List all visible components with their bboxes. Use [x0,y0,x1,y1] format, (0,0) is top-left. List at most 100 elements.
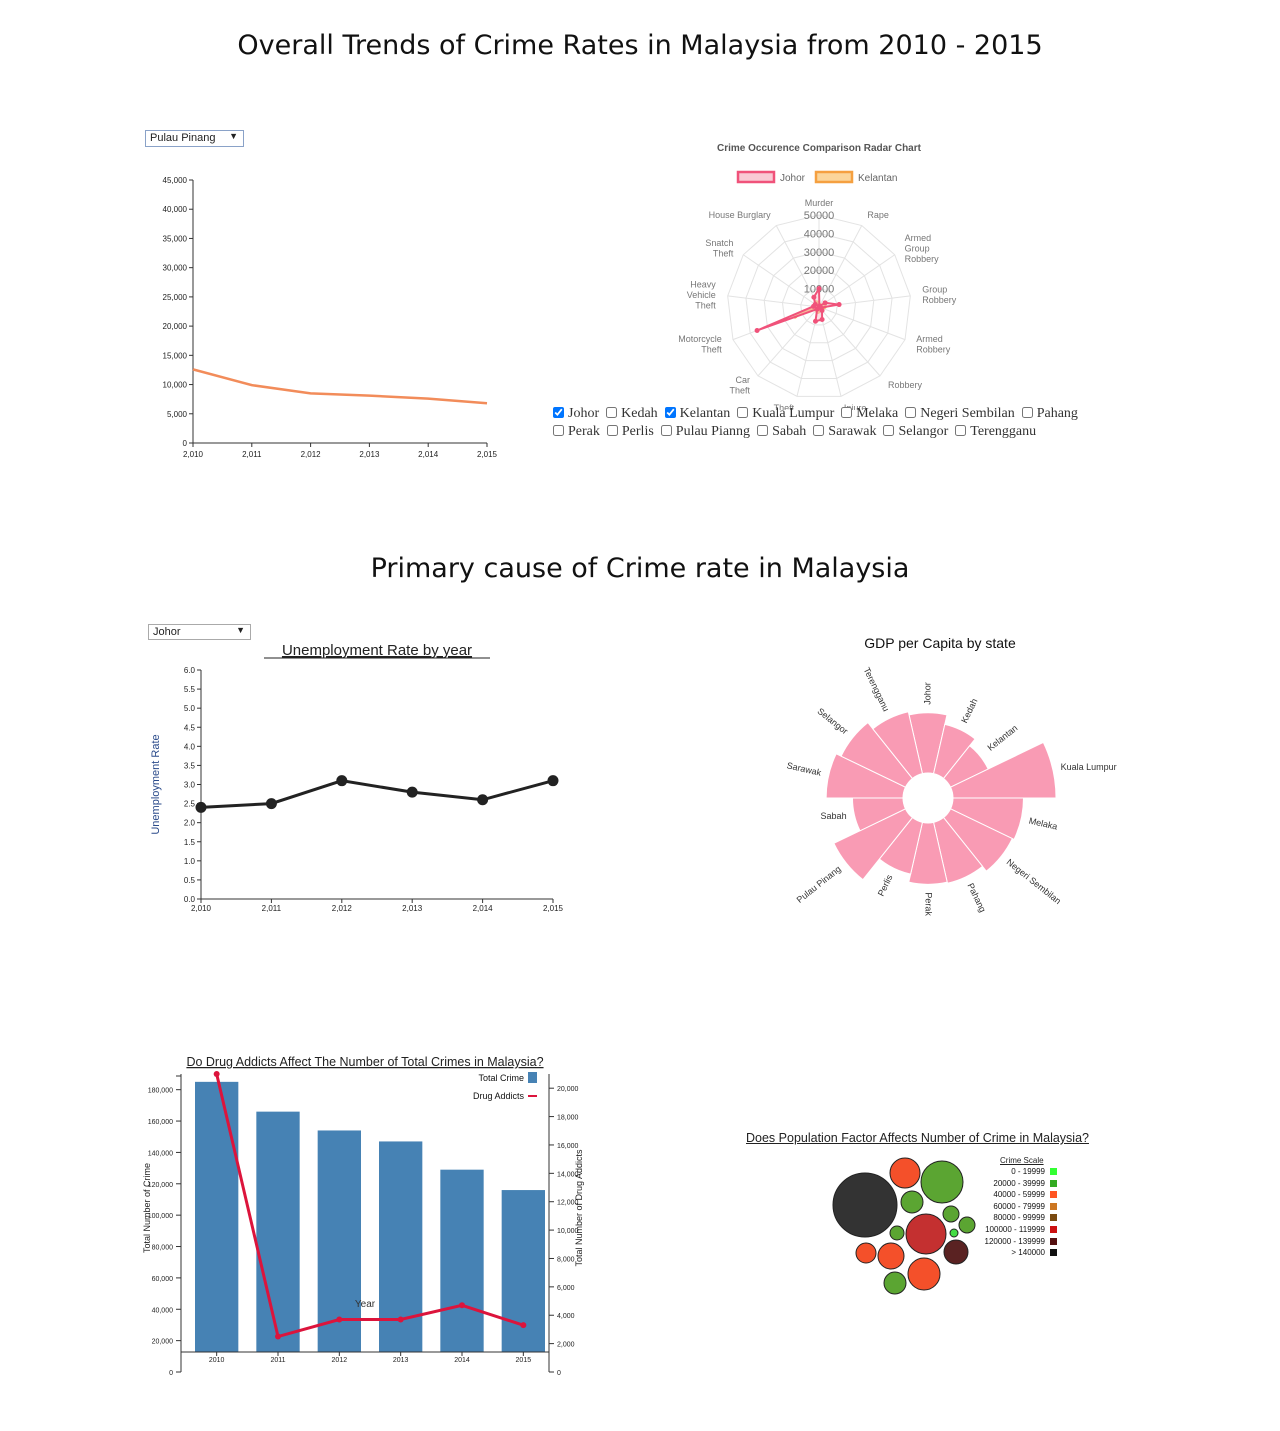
y-tick-label: 180,000 [148,1088,173,1095]
radar-axis-label-line: Heavy [690,279,716,289]
gdp-category-label: Pahang [965,882,987,914]
drug-point [275,1333,281,1340]
legend-label: 120000 - 139999 [984,1236,1046,1246]
radar-point [812,318,818,324]
state-checkbox[interactable] [553,407,564,418]
y-tick-label: 100,000 [148,1213,173,1220]
radar-ring-label: 40000 [804,228,835,240]
radar-axis [818,225,863,308]
radar-axis [727,295,820,308]
y2-tick-label: 20,000 [557,1086,579,1093]
legend-label: 60000 - 79999 [993,1201,1045,1211]
state-checkbox-item[interactable]: Perlis [606,424,654,440]
legend-label: Kelantan [858,173,897,184]
state-checkbox-item[interactable]: Pahang [1021,406,1078,422]
state-checkbox[interactable] [606,425,618,436]
radar-axis-label-line: Group [922,284,947,294]
legend-swatch [1050,1225,1057,1233]
state-checkbox-label: Sabah [772,424,807,439]
radar-chart: Crime Occurence Comparison Radar Chart Jo… [678,143,957,410]
y-tick-label: 0 [183,439,188,448]
radar-axis-label: Injure [844,403,867,410]
bar [440,1169,484,1352]
drug-point [213,1071,220,1077]
drug-point [397,1316,404,1323]
legend-row: 80000 - 99999 [975,1213,1057,1225]
state-select[interactable]: Pulau Pinang ▼ [145,130,244,147]
state-checkbox[interactable] [841,407,853,418]
population-title: Does Population Factor Affects Number of… [746,1131,1089,1145]
radar-axis [818,306,906,341]
state-checkbox[interactable] [813,425,825,436]
state-checkbox-label: Pahang [1036,406,1078,421]
state-checkbox-item[interactable]: Terengganu [955,424,1036,440]
bubble[interactable] [907,1257,941,1291]
population-legend-title: Crime Scale [1000,1156,1044,1165]
bubble[interactable] [832,1172,898,1238]
data-point [195,801,207,813]
x-tick-label: 2,014 [473,904,494,913]
bubble[interactable] [889,1157,921,1189]
state-checkbox[interactable] [664,407,676,418]
state-checkbox-item[interactable]: Perak [553,424,600,440]
y2-tick-label: 8,000 [557,1256,575,1263]
state-checkbox[interactable] [883,425,895,436]
legend-label: Total Crime [478,1073,524,1083]
state-checkbox[interactable] [757,425,769,436]
state-checkbox-item[interactable]: Kuala Lumpur [737,406,834,422]
overall-line-chart: 0 5,000 10,000 15,000 20,000 25,000 30,000 35,0… [163,176,498,459]
y-tick-label: 20,000 [152,1339,174,1346]
state-checkbox-item[interactable]: Sabah [757,424,806,440]
state-checkbox[interactable] [955,425,967,436]
y-tick-label: 3.5 [184,761,196,770]
radar-axis-label: Rape [867,210,889,220]
state-checkbox[interactable] [737,407,749,418]
gdp-center [903,773,953,823]
legend-swatch [1050,1191,1057,1199]
x-tick-label: 2012 [332,1357,348,1364]
gdp-radial-chart: GDP per Capita by state Johor Kedah Kelanta… [786,635,1117,916]
x-tick-label: 2,011 [242,450,262,459]
radar-axis-label-line: Murder [805,198,834,208]
x-axis-label: Year [355,1299,376,1310]
radar-point [819,317,825,323]
state-checkbox-item[interactable]: Melaka [841,406,898,422]
bubble[interactable] [855,1242,877,1264]
bubble[interactable] [943,1239,969,1265]
bubble[interactable] [883,1271,907,1295]
y-tick-label: 5,000 [167,410,188,419]
bubble[interactable] [942,1205,960,1223]
state-checkbox[interactable] [553,425,564,436]
legend-swatch [528,1072,537,1083]
bubble[interactable] [905,1213,947,1255]
state-checkbox-item[interactable]: Selangor [883,424,948,440]
state-checkbox-label: Kelantan [679,406,731,421]
gdp-category-label: Sarawak [786,760,823,778]
bubble[interactable] [949,1228,959,1238]
bubble-group [832,1157,976,1295]
state-checkbox-item[interactable]: Johor [553,406,599,422]
drug-line [215,1073,524,1339]
gdp-category-label: Sabah [821,811,847,821]
gdp-category-label: Pulau Pinang [795,864,843,905]
state-checkbox[interactable] [1021,407,1033,418]
state-checkbox[interactable] [660,425,672,436]
state-checkbox-item[interactable]: Negeri Sembilan [905,406,1015,422]
radar-ring [745,232,893,379]
bubble[interactable] [900,1190,924,1214]
state-checkbox-item[interactable]: Kelantan [664,406,731,422]
unemployment-state-select[interactable]: Johor ▼ [148,624,251,640]
state-checkbox[interactable] [905,407,917,418]
x-tick-label: 2013 [393,1357,409,1364]
bubble[interactable] [877,1242,905,1270]
radar-axis [818,306,881,377]
bubble[interactable] [920,1160,964,1204]
bar [317,1130,361,1352]
bubble[interactable] [958,1216,976,1234]
bubble[interactable] [889,1225,905,1241]
radar-axis-label: Heavy Vehicle Theft [687,279,717,310]
state-checkbox[interactable] [606,407,618,418]
state-checkbox-item[interactable]: Pulau Pianng [660,424,750,440]
state-checkbox-item[interactable]: Sarawak [813,424,876,440]
state-checkbox-item[interactable]: Kedah [606,406,658,422]
